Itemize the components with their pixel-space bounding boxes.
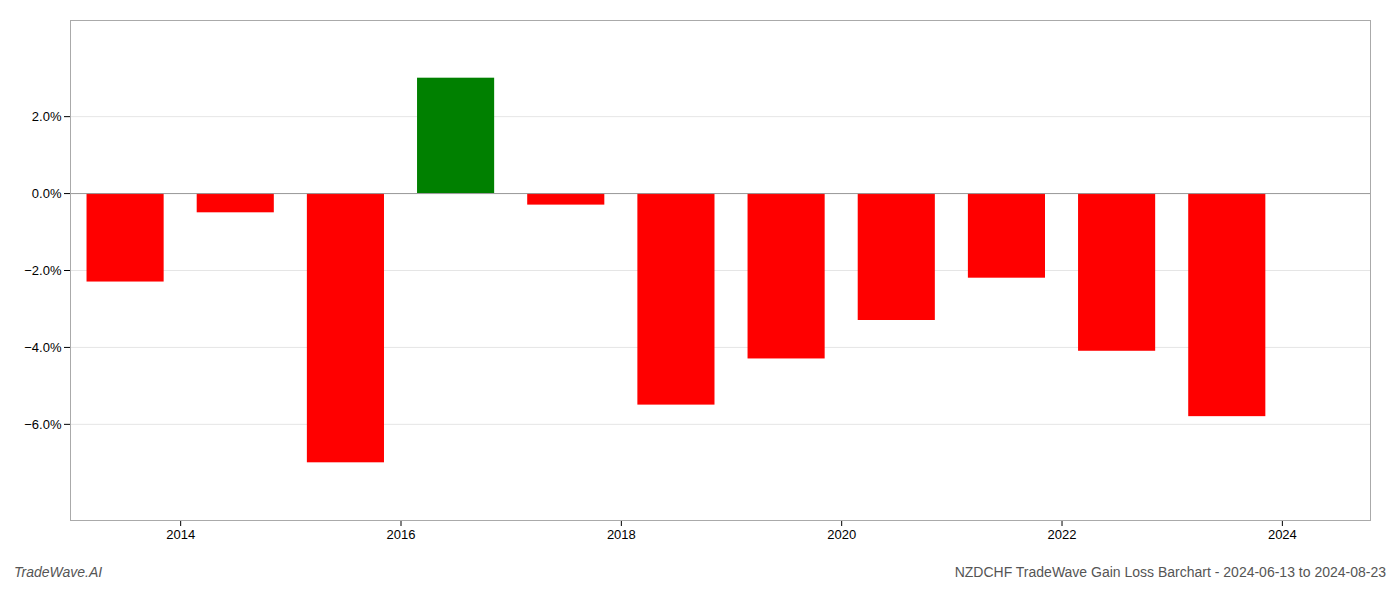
svg-text:−4.0%: −4.0% [24,340,62,355]
svg-text:2020: 2020 [827,527,856,542]
svg-text:2016: 2016 [387,527,416,542]
svg-text:2.0%: 2.0% [32,109,62,124]
svg-text:2018: 2018 [607,527,636,542]
svg-text:0.0%: 0.0% [32,186,62,201]
svg-text:2024: 2024 [1268,527,1297,542]
html-text:TradeWave.AI: TradeWave.AI [14,564,103,580]
svg-text:−2.0%: −2.0% [24,263,62,278]
html-text:NZDCHF TradeWave Gain Loss Bar: NZDCHF TradeWave Gain Loss Barchart - 20… [954,564,1386,580]
svg-text:2022: 2022 [1048,527,1077,542]
svg-text:−6.0%: −6.0% [24,417,62,432]
svg-text:2014: 2014 [166,527,195,542]
